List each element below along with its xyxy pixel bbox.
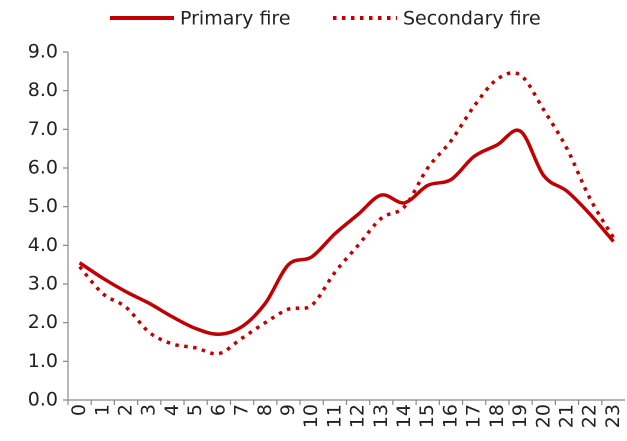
x-tick-label: 23 <box>602 404 624 428</box>
y-tick-label: 0.0 <box>28 389 58 411</box>
x-tick-label: 3 <box>138 404 160 416</box>
x-tick-label: 19 <box>509 404 531 428</box>
y-tick-label: 5.0 <box>28 195 58 217</box>
legend-label: Secondary fire <box>403 8 541 30</box>
x-tick-label: 2 <box>115 404 137 416</box>
x-tick-label: 11 <box>323 404 345 428</box>
series-line <box>78 128 615 337</box>
x-tick-label: 20 <box>532 404 554 428</box>
x-tick-label: 10 <box>300 404 322 428</box>
x-tick-label: 9 <box>277 404 299 416</box>
y-tick-label: 3.0 <box>28 273 58 295</box>
x-tick-label: 7 <box>231 404 253 416</box>
y-tick-label: 7.0 <box>28 118 58 140</box>
x-tick-label: 12 <box>347 404 369 428</box>
x-tick-label: 22 <box>579 404 601 428</box>
x-tick-label: 14 <box>393 404 415 428</box>
x-tick-label: 6 <box>207 404 229 416</box>
y-tick-label: 1.0 <box>28 350 58 372</box>
x-tick-label: 21 <box>555 404 577 428</box>
x-tick-label: 1 <box>91 404 113 416</box>
y-tick-label: 8.0 <box>28 79 58 101</box>
series-line <box>78 71 615 356</box>
y-tick-label: 2.0 <box>28 311 58 333</box>
x-tick-label: 18 <box>486 404 508 428</box>
y-tick-label: 9.0 <box>28 41 58 63</box>
x-tick-label: 13 <box>370 404 392 428</box>
x-tick-label: 15 <box>416 404 438 428</box>
x-tick-label: 8 <box>254 404 276 416</box>
y-tick-label: 4.0 <box>28 234 58 256</box>
y-tick-label: 6.0 <box>28 157 58 179</box>
x-tick-label: 17 <box>463 404 485 428</box>
x-tick-label: 5 <box>184 404 206 416</box>
legend-label: Primary fire <box>180 8 291 30</box>
x-tick-label: 16 <box>439 404 461 428</box>
x-tick-label: 4 <box>161 404 183 416</box>
x-tick-label: 0 <box>68 404 90 416</box>
